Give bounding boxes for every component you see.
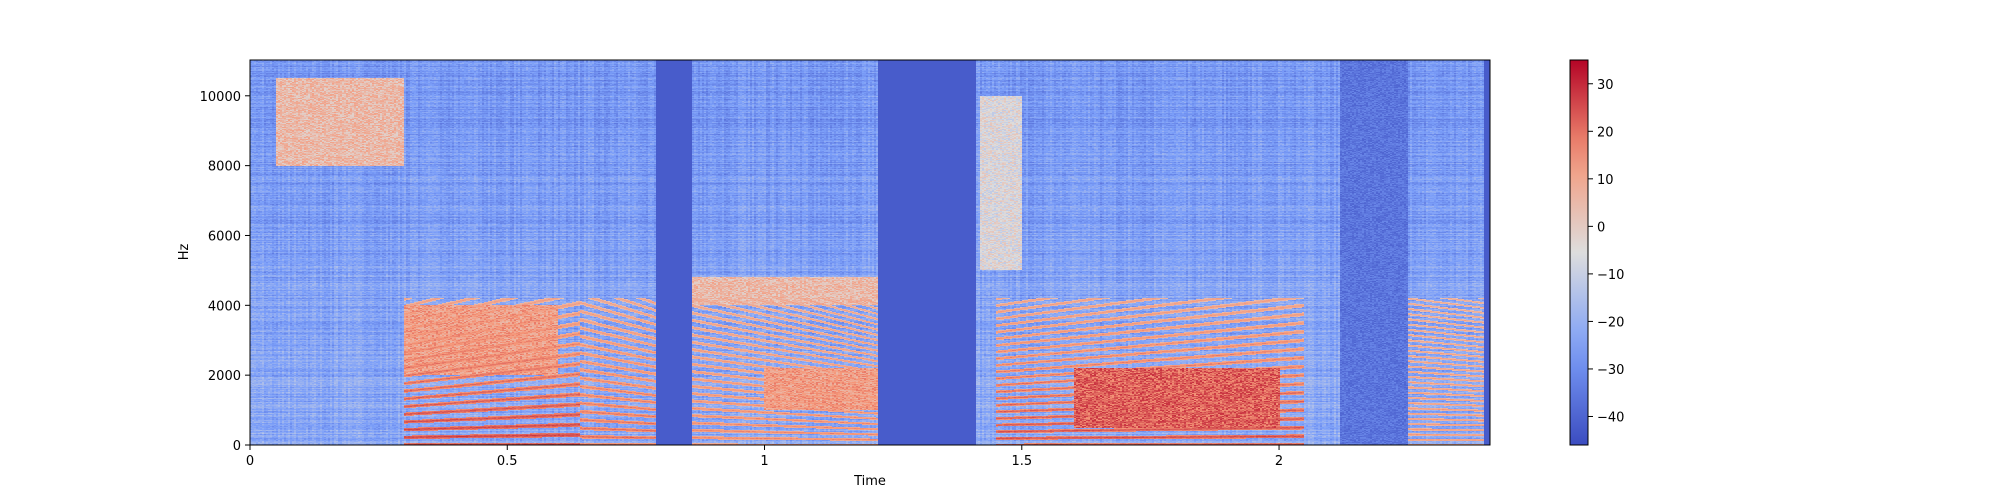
- y-tick-label: 0: [233, 439, 241, 454]
- colorbar-tick-label: 0: [1597, 220, 1605, 235]
- colorbar-tick-label: −30: [1597, 363, 1624, 378]
- colorbar: 30 20 10 0 −10 −20 −30 −40: [1569, 59, 1624, 446]
- colorbar-tick-label: −20: [1597, 315, 1624, 330]
- x-tick-label: 0: [246, 454, 254, 469]
- x-axis-label: Time: [853, 474, 886, 489]
- y-tick-label: 8000: [208, 160, 241, 175]
- colorbar-frame: [1569, 59, 1589, 446]
- colorbar-tick-label: 10: [1597, 173, 1614, 188]
- colorbar-tick-label: −40: [1597, 410, 1624, 425]
- plot-frame: [249, 59, 1491, 446]
- y-tick-label: 4000: [208, 299, 241, 314]
- spectrogram-heatmap: [250, 60, 1490, 445]
- x-tick-label: 0.5: [497, 454, 518, 469]
- y-axis: 0 2000 4000 6000 8000 10000: [200, 90, 250, 454]
- x-tick-label: 1.5: [1011, 454, 1032, 469]
- y-tick-label: 6000: [208, 229, 241, 244]
- y-tick-label: 10000: [200, 90, 241, 105]
- colorbar-ticks: 30 20 10 0 −10 −20 −30 −40: [1588, 78, 1624, 425]
- colorbar-tick-label: 20: [1597, 125, 1614, 140]
- y-axis-label: Hz: [177, 244, 192, 261]
- x-axis: 0 0.5 1 1.5 2: [246, 445, 1283, 469]
- spectrogram-plot: [249, 59, 1491, 446]
- colorbar-tick-label: 30: [1597, 78, 1614, 93]
- x-tick-label: 1: [760, 454, 768, 469]
- y-tick-label: 2000: [208, 369, 241, 384]
- x-tick-label: 2: [1275, 454, 1283, 469]
- colorbar-gradient: [1570, 60, 1588, 445]
- colorbar-tick-label: −10: [1597, 268, 1624, 283]
